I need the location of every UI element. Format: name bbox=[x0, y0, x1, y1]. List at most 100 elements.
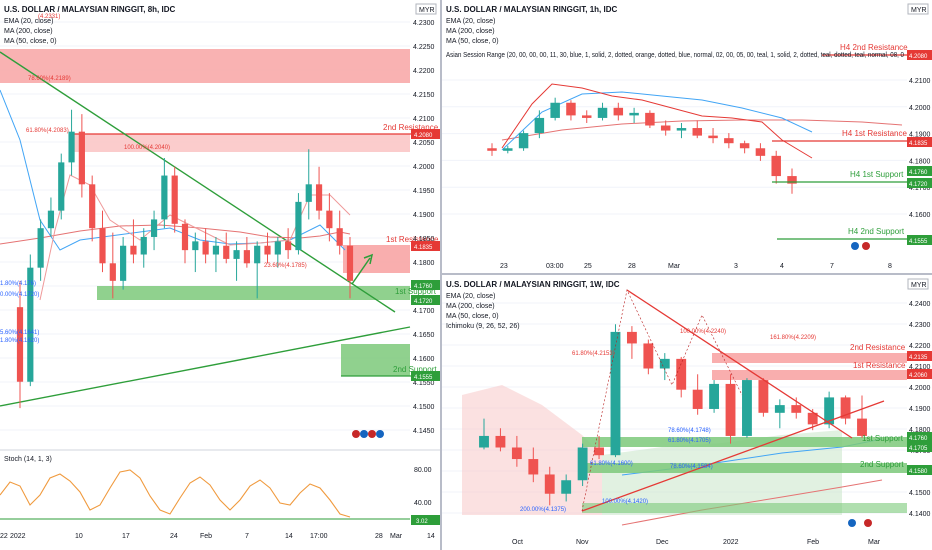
candle-body[interactable] bbox=[550, 102, 560, 118]
candle-body[interactable] bbox=[315, 184, 323, 211]
candle-body[interactable] bbox=[518, 133, 529, 149]
candle-body[interactable] bbox=[346, 245, 354, 281]
candle-body[interactable] bbox=[613, 107, 624, 116]
candle-body[interactable] bbox=[161, 175, 168, 220]
candle-body[interactable] bbox=[692, 128, 702, 136]
candle-body[interactable] bbox=[223, 245, 230, 259]
candle-body[interactable] bbox=[233, 250, 240, 259]
candle-body[interactable] bbox=[479, 435, 489, 448]
candle-body[interactable] bbox=[582, 115, 592, 118]
candle-body[interactable] bbox=[626, 331, 637, 344]
candle-body[interactable] bbox=[709, 383, 720, 409]
panel-divider-vertical[interactable] bbox=[440, 0, 442, 550]
candle-body[interactable] bbox=[140, 236, 147, 255]
chart-panel-1h[interactable]: U.S. DOLLAR / MALAYSIAN RINGGIT, 1h, IDC… bbox=[442, 0, 932, 273]
candle-body[interactable] bbox=[47, 210, 55, 229]
time-tick-label: 10 bbox=[75, 533, 83, 540]
candle-body[interactable] bbox=[495, 435, 506, 448]
candle-body[interactable] bbox=[758, 380, 769, 413]
candle-body[interactable] bbox=[130, 245, 137, 255]
candle-body[interactable] bbox=[264, 245, 271, 255]
flag-icon[interactable] bbox=[848, 519, 856, 527]
candle-body[interactable] bbox=[150, 219, 158, 237]
candle-body[interactable] bbox=[645, 112, 655, 126]
candle-body[interactable] bbox=[824, 397, 835, 425]
candle-body[interactable] bbox=[37, 228, 44, 268]
candle-body[interactable] bbox=[725, 383, 736, 436]
candle-body[interactable] bbox=[89, 184, 96, 229]
candle-body[interactable] bbox=[181, 223, 189, 251]
candle-body[interactable] bbox=[561, 480, 572, 494]
event-flags[interactable] bbox=[851, 242, 870, 250]
candle-body[interactable] bbox=[840, 397, 851, 419]
candle-body[interactable] bbox=[692, 389, 703, 409]
candle-body[interactable] bbox=[16, 307, 24, 382]
candle-body[interactable] bbox=[109, 263, 116, 281]
candle-body[interactable] bbox=[78, 131, 85, 185]
candle-body[interactable] bbox=[171, 175, 178, 224]
candle-body[interactable] bbox=[676, 358, 687, 390]
candle-body[interactable] bbox=[487, 148, 497, 151]
currency-badge[interactable] bbox=[907, 278, 929, 290]
candle-body[interactable] bbox=[771, 155, 781, 177]
candle-body[interactable] bbox=[659, 358, 670, 369]
candle-body[interactable] bbox=[857, 418, 867, 436]
event-flags[interactable] bbox=[848, 519, 872, 527]
candle-body[interactable] bbox=[774, 405, 785, 413]
candle-body[interactable] bbox=[544, 474, 555, 494]
candle-body[interactable] bbox=[511, 447, 522, 460]
flag-icon[interactable] bbox=[368, 430, 376, 438]
currency-badge[interactable] bbox=[415, 3, 437, 15]
candle-body[interactable] bbox=[643, 343, 654, 369]
flag-icon[interactable] bbox=[851, 242, 859, 250]
candle-body[interactable] bbox=[787, 176, 797, 184]
candle-body[interactable] bbox=[99, 228, 106, 264]
candle-body[interactable] bbox=[676, 128, 687, 131]
panel-divider-horizontal[interactable] bbox=[442, 273, 932, 275]
candle-body[interactable] bbox=[202, 241, 209, 255]
chart-8h-canvas[interactable]: U.S. DOLLAR / MALAYSIAN RINGGIT, 8h, IDC… bbox=[0, 0, 440, 550]
candle-body[interactable] bbox=[27, 267, 34, 382]
chart-panel-8h[interactable]: U.S. DOLLAR / MALAYSIAN RINGGIT, 8h, IDC… bbox=[0, 0, 440, 550]
event-flags[interactable] bbox=[352, 430, 384, 438]
flag-icon[interactable] bbox=[862, 242, 870, 250]
candle-body[interactable] bbox=[212, 245, 220, 255]
candle-body[interactable] bbox=[120, 245, 127, 281]
candle-body[interactable] bbox=[629, 112, 639, 116]
currency-badge[interactable] bbox=[907, 3, 929, 15]
candle-body[interactable] bbox=[58, 162, 65, 211]
candle-body[interactable] bbox=[295, 201, 302, 251]
flag-icon[interactable] bbox=[352, 430, 360, 438]
candle-body[interactable] bbox=[610, 331, 621, 456]
flag-icon[interactable] bbox=[864, 519, 872, 527]
flag-icon[interactable] bbox=[376, 430, 384, 438]
candle-body[interactable] bbox=[708, 135, 718, 139]
candle-body[interactable] bbox=[566, 102, 576, 116]
chart-panel-1w[interactable]: U.S. DOLLAR / MALAYSIAN RINGGIT, 1W, IDC… bbox=[442, 275, 932, 550]
candle-body[interactable] bbox=[274, 241, 281, 255]
candle-body[interactable] bbox=[755, 148, 766, 156]
candle-body[interactable] bbox=[243, 250, 250, 264]
candle-body[interactable] bbox=[577, 447, 588, 481]
candle-body[interactable] bbox=[305, 184, 312, 202]
candle-body[interactable] bbox=[597, 107, 608, 118]
candle-body[interactable] bbox=[326, 210, 333, 229]
candle-body[interactable] bbox=[660, 125, 671, 131]
candle-body[interactable] bbox=[503, 148, 513, 151]
candle-body[interactable] bbox=[807, 412, 818, 425]
candle-body[interactable] bbox=[791, 405, 802, 413]
chart-1w-canvas[interactable]: U.S. DOLLAR / MALAYSIAN RINGGIT, 1W, IDC… bbox=[442, 275, 932, 550]
candle-body[interactable] bbox=[528, 459, 539, 475]
candle-body[interactable] bbox=[254, 245, 261, 264]
flag-icon[interactable] bbox=[360, 430, 368, 438]
candle-body[interactable] bbox=[724, 138, 734, 144]
candle-body[interactable] bbox=[739, 143, 750, 149]
candle-body[interactable] bbox=[742, 380, 752, 436]
candle-body[interactable] bbox=[594, 447, 604, 456]
candle-body[interactable] bbox=[68, 131, 75, 163]
candle-body[interactable] bbox=[192, 241, 199, 251]
candle-body[interactable] bbox=[336, 228, 343, 246]
candle-body[interactable] bbox=[285, 241, 292, 251]
chart-1h-canvas[interactable]: U.S. DOLLAR / MALAYSIAN RINGGIT, 1h, IDC… bbox=[442, 0, 932, 273]
candle-body[interactable] bbox=[534, 117, 545, 134]
